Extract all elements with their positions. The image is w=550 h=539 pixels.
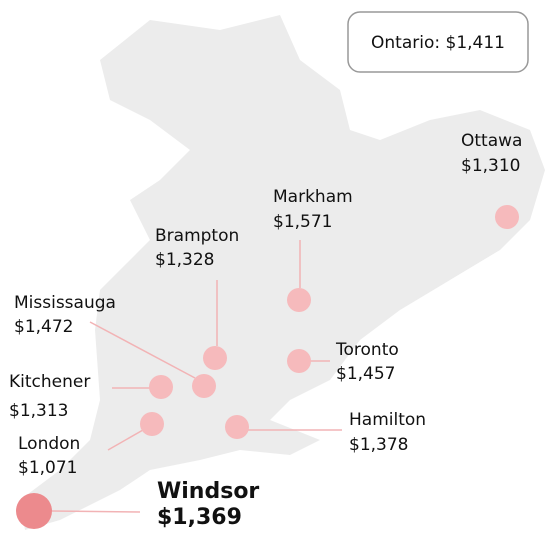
city-value: $1,472: [14, 317, 73, 337]
summary-value: $1,411: [446, 33, 505, 53]
city-name: Mississauga: [14, 293, 116, 313]
city-value: $1,313: [9, 401, 68, 421]
city-name: Brampton: [155, 226, 239, 246]
city-marker: [149, 375, 173, 399]
city-marker: [287, 349, 311, 373]
city-name: London: [18, 434, 80, 454]
city-value: $1,457: [336, 364, 395, 384]
summary-label: Ontario:: [371, 33, 440, 53]
city-value: $1,328: [155, 250, 214, 270]
city-marker: [192, 374, 216, 398]
city-value: $1,369: [157, 505, 242, 530]
summary-text: Ontario: $1,411: [371, 33, 505, 53]
city-value: $1,378: [349, 435, 408, 455]
city-marker: [140, 412, 164, 436]
city-name: Windsor: [157, 479, 259, 504]
city-name: Kitchener: [9, 372, 90, 392]
city-value: $1,310: [461, 156, 520, 176]
leader-line: [107, 429, 144, 451]
city-name: Markham: [273, 187, 353, 207]
city-value: $1,071: [18, 458, 77, 478]
city-marker: [203, 346, 227, 370]
city-marker: [287, 288, 311, 312]
city-name: Toronto: [335, 340, 399, 360]
summary-box: [347, 11, 529, 73]
city-name: Hamilton: [349, 410, 426, 430]
leader-line: [51, 510, 141, 513]
city-marker: [225, 415, 249, 439]
city-name: Ottawa: [461, 131, 522, 151]
city-marker: [495, 205, 519, 229]
province-shape: [20, 15, 545, 530]
city-value: $1,571: [273, 212, 332, 232]
leader-line: [89, 321, 196, 379]
city-marker: [16, 493, 52, 529]
